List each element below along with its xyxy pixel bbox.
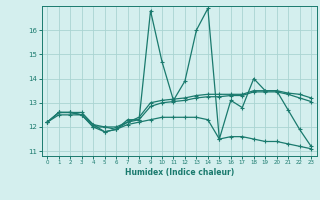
X-axis label: Humidex (Indice chaleur): Humidex (Indice chaleur)	[124, 168, 234, 177]
